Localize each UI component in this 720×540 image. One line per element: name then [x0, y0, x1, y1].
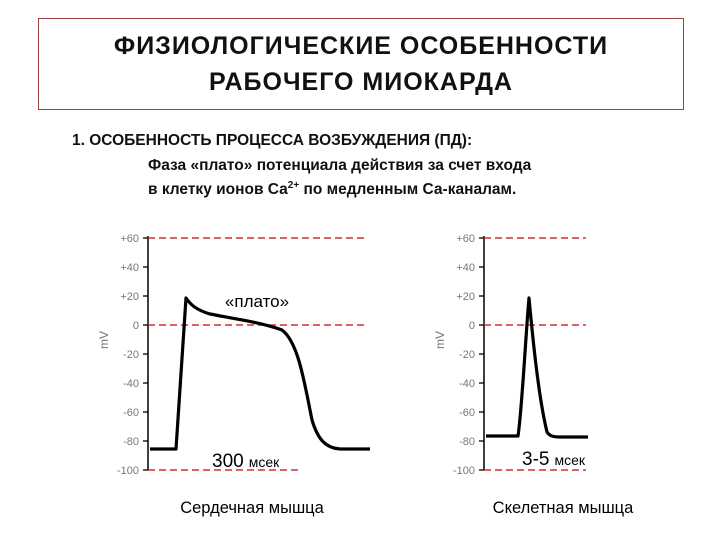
cardiac-tick-label: -80 [123, 436, 139, 448]
cardiac-tick-label: -20 [123, 349, 139, 361]
cardiac-duration-unit: мсек [249, 454, 280, 470]
cardiac-caption: Сердечная мышца [180, 499, 324, 517]
cardiac-tick-label: +60 [120, 233, 139, 245]
description-line-1: Фаза «плато» потенциала действия за счет… [148, 157, 532, 174]
title-line-2: РАБОЧЕГО МИОКАРДА [209, 68, 513, 96]
skeletal-duration-unit: мсек [554, 452, 585, 468]
cardiac-graph: +60 +40 +20 0 -20 -40 -60 -80 -100 mV «п… [97, 233, 370, 517]
skeletal-unit-label: mV [433, 331, 447, 349]
cardiac-tick-label: -60 [123, 407, 139, 419]
skeletal-tick-label: -40 [459, 378, 475, 390]
skeletal-tick-label: -60 [459, 407, 475, 419]
calcium-charge: 2+ [287, 180, 300, 191]
cardiac-action-potential-curve [150, 296, 370, 451]
cardiac-ticks [143, 237, 148, 471]
cardiac-tick-label: +40 [120, 262, 139, 274]
skeletal-tick-label: +20 [456, 291, 475, 303]
cardiac-tick-label: 0 [133, 320, 139, 332]
cardiac-tick-label: +20 [120, 291, 139, 303]
description-line-2-post: по медленным Са-каналам. [299, 181, 517, 199]
skeletal-ticks [479, 237, 484, 471]
description-line-2-pre: в клетку ионов Са [148, 181, 288, 199]
skeletal-tick-label: +40 [456, 262, 475, 274]
skeletal-duration-value: 3-5 [522, 449, 549, 470]
skeletal-duration: 3-5 мсек [522, 449, 586, 470]
skeletal-graph: +60 +40 +20 0 -20 -40 -60 -80 -100 mV 3-… [433, 233, 634, 517]
cardiac-duration-value: 300 [212, 451, 244, 472]
cardiac-tick-label: -100 [117, 465, 139, 477]
plateau-label: «плато» [225, 292, 289, 311]
skeletal-tick-label: -20 [459, 349, 475, 361]
skeletal-action-potential-curve [486, 296, 588, 439]
cardiac-tick-label: -40 [123, 378, 139, 390]
description-line-2: в клетку ионов Са2+ по медленным Са-кана… [148, 180, 516, 199]
skeletal-caption: Скелетная мышца [493, 499, 634, 517]
skeletal-tick-label: -80 [459, 436, 475, 448]
cardiac-tick-labels: +60 +40 +20 0 -20 -40 -60 -80 -100 [117, 233, 139, 477]
skeletal-tick-labels: +60 +40 +20 0 -20 -40 -60 -80 -100 [453, 233, 475, 477]
section-heading: 1. ОСОБЕННОСТЬ ПРОЦЕССА ВОЗБУЖДЕНИЯ (ПД)… [72, 132, 473, 149]
title-box: ФИЗИОЛОГИЧЕСКИЕ ОСОБЕННОСТИ РАБОЧЕГО МИО… [38, 18, 684, 110]
skeletal-tick-label: +60 [456, 233, 475, 245]
skeletal-tick-label: -100 [453, 465, 475, 477]
cardiac-unit-label: mV [97, 331, 111, 349]
title-line-1: ФИЗИОЛОГИЧЕСКИЕ ОСОБЕННОСТИ [113, 32, 609, 60]
skeletal-tick-label: 0 [469, 320, 475, 332]
cardiac-duration: 300 мсек [212, 451, 280, 472]
